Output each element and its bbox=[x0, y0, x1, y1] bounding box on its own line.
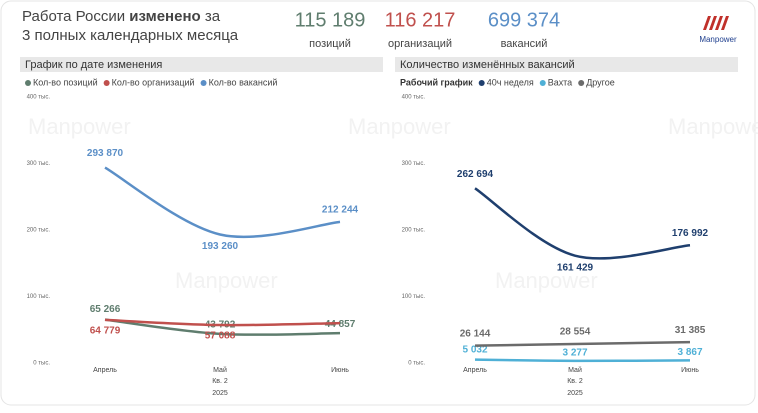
data-label: 64 779 bbox=[90, 326, 121, 337]
y-tick-label: 300 тыс. bbox=[402, 161, 426, 167]
legend-label: Вахта bbox=[548, 77, 572, 87]
series-line bbox=[474, 358, 691, 363]
y-tick-label: 100 тыс. bbox=[27, 294, 51, 300]
series-line bbox=[474, 187, 691, 260]
legend-label: Кол-во позиций bbox=[33, 77, 98, 87]
data-label: 161 429 bbox=[557, 262, 594, 273]
y-tick-label: 400 тыс. bbox=[27, 95, 51, 101]
title: Работа России изменено за bbox=[22, 8, 221, 25]
kpi-label: вакансий bbox=[501, 38, 548, 50]
data-label: 293 870 bbox=[87, 148, 124, 159]
legend-label: 40ч неделя bbox=[487, 77, 534, 87]
data-label: 65 266 bbox=[90, 304, 121, 315]
title-bold: изменено bbox=[129, 8, 200, 25]
watermark: Manpower bbox=[495, 268, 598, 293]
watermark: Manpower bbox=[175, 268, 278, 293]
title-part: за bbox=[205, 8, 221, 25]
data-label: 5 032 bbox=[462, 344, 487, 355]
y-tick-label: 400 тыс. bbox=[402, 95, 426, 101]
data-label: 212 244 bbox=[322, 204, 359, 215]
panel-title: График по дате изменения bbox=[25, 59, 162, 71]
watermark: Manpower bbox=[28, 114, 131, 139]
panel-header bbox=[395, 57, 738, 72]
x-tick-label: Апрель bbox=[93, 367, 117, 374]
legend-dot bbox=[578, 80, 585, 86]
data-label: 3 277 bbox=[562, 347, 587, 358]
x-tick-label: Июнь bbox=[331, 367, 349, 374]
x-sublabel: 2025 bbox=[212, 390, 228, 397]
legend-title: Рабочий график bbox=[400, 77, 473, 87]
kpi-label: организаций bbox=[388, 38, 452, 50]
x-sublabel: Кв. 2 bbox=[212, 378, 228, 385]
series-line bbox=[104, 166, 341, 239]
data-label: 262 694 bbox=[457, 169, 494, 180]
data-label: 193 260 bbox=[202, 241, 239, 252]
series-line bbox=[474, 340, 691, 347]
legend-dot bbox=[25, 80, 31, 86]
x-sublabel: 2025 bbox=[567, 390, 583, 397]
y-tick-label: 100 тыс. bbox=[402, 294, 426, 300]
data-label: 57 088 bbox=[205, 331, 236, 342]
y-tick-label: 0 тыс. bbox=[408, 361, 425, 367]
series-line bbox=[104, 318, 341, 327]
legend-label: Кол-во организаций bbox=[112, 77, 195, 87]
legend-dot bbox=[478, 80, 485, 86]
legend-dot bbox=[103, 80, 110, 86]
x-tick-label: Май bbox=[213, 366, 227, 374]
panel-title: Количество изменённых вакансий bbox=[400, 59, 575, 71]
kpi-label: позиций bbox=[309, 38, 351, 50]
x-tick-label: Июнь bbox=[681, 367, 699, 374]
title-part: Работа России bbox=[22, 8, 125, 25]
y-tick-label: 200 тыс. bbox=[27, 228, 51, 234]
data-label: 31 385 bbox=[675, 325, 706, 336]
data-label: 3 867 bbox=[677, 347, 702, 358]
kpi-value: 115 189 bbox=[295, 9, 366, 31]
y-tick-label: 200 тыс. bbox=[402, 228, 426, 234]
x-tick-label: Апрель bbox=[463, 367, 487, 374]
legend-label: Другое bbox=[586, 77, 615, 87]
legend-dot bbox=[539, 80, 546, 86]
legend-dot bbox=[200, 80, 207, 86]
x-sublabel: Кв. 2 bbox=[567, 378, 583, 385]
y-tick-label: 300 тыс. bbox=[27, 161, 51, 167]
data-label: 26 144 bbox=[460, 328, 491, 339]
logo: Manpower bbox=[699, 16, 737, 44]
data-label: 176 992 bbox=[672, 228, 709, 239]
subtitle: 3 полных календарных месяца bbox=[22, 27, 239, 44]
watermark: Manpower bbox=[348, 114, 451, 139]
watermark: Manpower bbox=[668, 114, 758, 139]
data-label: 28 554 bbox=[560, 327, 591, 338]
logo-text: Manpower bbox=[699, 35, 737, 44]
legend-label: Кол-во вакансий bbox=[209, 77, 278, 87]
y-tick-label: 0 тыс. bbox=[33, 361, 50, 367]
series-line bbox=[104, 318, 341, 336]
data-label: 44 857 bbox=[325, 319, 356, 330]
kpi-value: 699 374 bbox=[488, 9, 560, 31]
panel-header bbox=[20, 57, 383, 72]
kpi-value: 116 217 bbox=[385, 9, 456, 31]
x-tick-label: Май bbox=[568, 366, 582, 374]
logo-icon bbox=[703, 16, 729, 30]
